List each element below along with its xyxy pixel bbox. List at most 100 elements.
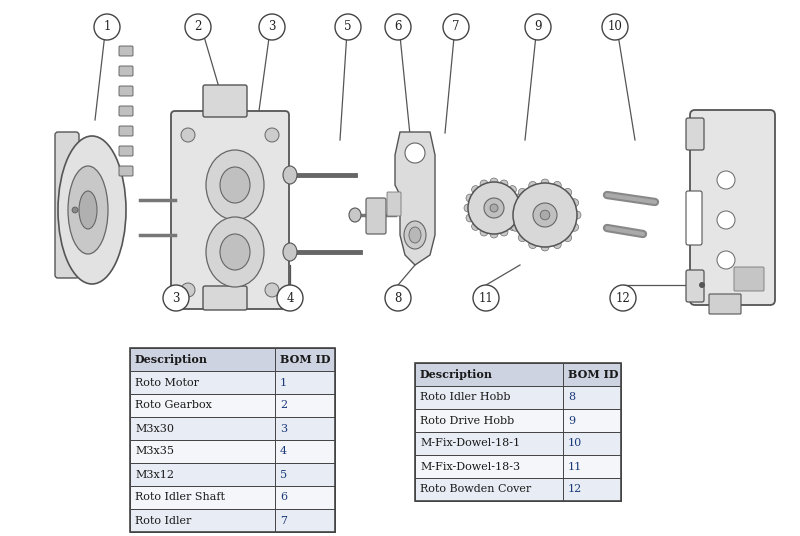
Text: M-Fix-Dowel-18-3: M-Fix-Dowel-18-3 [420,461,520,472]
Circle shape [181,283,195,297]
Circle shape [466,214,474,222]
Circle shape [511,199,519,207]
Circle shape [163,285,189,311]
Ellipse shape [468,182,520,234]
FancyBboxPatch shape [686,270,704,302]
Text: 4: 4 [280,446,287,457]
Circle shape [514,194,522,202]
Ellipse shape [409,227,421,243]
Text: BOM ID: BOM ID [280,354,330,365]
Text: Roto Idler Shaft: Roto Idler Shaft [135,493,225,503]
Circle shape [529,241,537,249]
Text: 10: 10 [607,20,622,33]
Circle shape [385,14,411,40]
FancyBboxPatch shape [119,106,133,116]
Circle shape [472,185,480,193]
Text: 8: 8 [394,292,402,304]
Bar [130,463,335,486]
Text: Roto Bowden Cover: Roto Bowden Cover [420,485,531,495]
Text: Roto Gearbox: Roto Gearbox [135,400,212,411]
Text: 2: 2 [280,400,287,411]
Text: M-Fix-Dowel-18-1: M-Fix-Dowel-18-1 [420,438,520,449]
Circle shape [405,143,425,163]
Bar [130,348,335,532]
Circle shape [72,207,78,213]
Text: 12: 12 [616,292,630,304]
Text: 9: 9 [534,20,542,33]
Circle shape [570,224,578,231]
Text: 6: 6 [280,493,287,503]
Ellipse shape [220,167,250,203]
Circle shape [181,128,195,142]
Circle shape [490,178,498,186]
Circle shape [602,14,628,40]
Bar [130,417,335,440]
Circle shape [94,14,120,40]
Circle shape [335,14,361,40]
Circle shape [508,222,516,230]
Circle shape [473,285,499,311]
Text: M3x30: M3x30 [135,423,174,434]
Polygon shape [395,132,435,265]
FancyBboxPatch shape [387,192,401,216]
Bar [415,363,621,501]
Bar [130,440,335,463]
Ellipse shape [283,166,297,184]
Ellipse shape [533,203,557,227]
Circle shape [472,222,480,230]
Ellipse shape [349,208,361,222]
Ellipse shape [490,204,498,212]
Bar [415,478,621,501]
Circle shape [511,224,519,231]
Text: Roto Drive Hobb: Roto Drive Hobb [420,415,514,426]
FancyBboxPatch shape [119,86,133,96]
FancyBboxPatch shape [119,166,133,176]
FancyBboxPatch shape [709,294,741,314]
Text: 7: 7 [280,516,287,525]
Text: Description: Description [420,369,493,380]
FancyBboxPatch shape [171,111,289,309]
Text: M3x12: M3x12 [135,470,174,480]
Bar [415,455,621,478]
Text: 12: 12 [568,485,582,495]
Ellipse shape [79,191,97,229]
Text: Description: Description [135,354,208,365]
Circle shape [265,128,279,142]
Circle shape [610,285,636,311]
Ellipse shape [283,243,297,261]
FancyBboxPatch shape [203,286,247,310]
Circle shape [185,14,211,40]
FancyBboxPatch shape [119,46,133,56]
Circle shape [525,14,551,40]
FancyBboxPatch shape [686,118,704,150]
Text: 3: 3 [172,292,180,304]
Circle shape [573,211,581,219]
Bar [415,432,621,455]
FancyBboxPatch shape [686,191,702,245]
Circle shape [717,171,735,189]
Bar [130,394,335,417]
Circle shape [529,181,537,189]
Text: 7: 7 [452,20,460,33]
FancyBboxPatch shape [119,66,133,76]
Circle shape [508,185,516,193]
Text: 1: 1 [103,20,110,33]
Text: 5: 5 [344,20,352,33]
FancyBboxPatch shape [366,198,386,234]
Circle shape [570,199,578,207]
Ellipse shape [220,234,250,270]
Circle shape [385,285,411,311]
Circle shape [518,234,526,242]
Text: BOM ID: BOM ID [568,369,618,380]
Ellipse shape [404,221,426,249]
Text: 1: 1 [280,377,287,388]
FancyBboxPatch shape [119,126,133,136]
Text: 4: 4 [286,292,294,304]
Circle shape [514,214,522,222]
Text: 2: 2 [194,20,202,33]
Bar [130,371,335,394]
Circle shape [500,228,508,236]
Text: 11: 11 [478,292,494,304]
Text: 5: 5 [280,470,287,480]
Bar [130,486,335,509]
